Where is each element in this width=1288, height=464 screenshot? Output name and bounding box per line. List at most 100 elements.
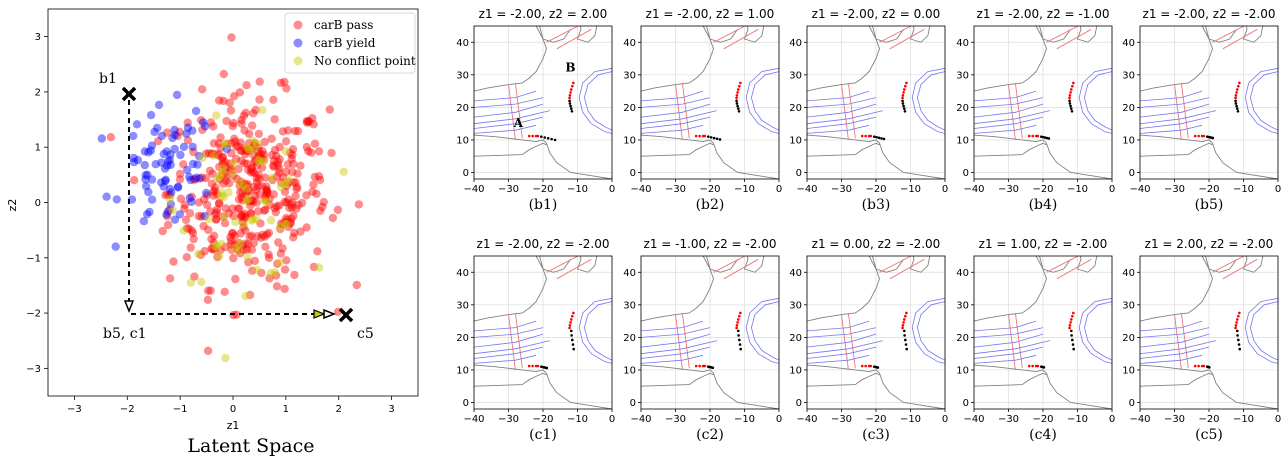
road-boundary (576, 26, 598, 43)
crosswalk-line (1056, 28, 1092, 50)
x-tick-label: −30 (1164, 184, 1185, 195)
scatter-point (215, 175, 224, 184)
lane-line (474, 110, 550, 125)
road-boundary (474, 26, 547, 92)
x-tick-label: −40 (463, 184, 484, 195)
scatter-point (165, 155, 174, 164)
lane-line (641, 333, 711, 348)
road-boundary (743, 256, 765, 273)
label-A: A (513, 116, 524, 130)
carA-point (527, 134, 531, 138)
scatter-point (248, 196, 257, 205)
carB-point (1068, 324, 1072, 327)
scatter-point (222, 172, 231, 181)
carB-point (1237, 84, 1240, 88)
scatter-point (182, 253, 191, 262)
carB-point (905, 311, 908, 315)
scatter-point (288, 150, 297, 160)
scatter-point (200, 211, 209, 221)
scatter-point (241, 292, 250, 301)
scatter-point (255, 95, 264, 104)
crosswalk-line (713, 26, 746, 43)
x-tick-label: −30 (665, 184, 686, 195)
scatter-point (140, 147, 150, 156)
scatter-point (176, 194, 186, 203)
carB-point (571, 343, 575, 346)
scatter-point (256, 233, 266, 242)
scatter-point (230, 137, 240, 146)
carB-point (569, 329, 573, 333)
scatter-point (280, 77, 289, 87)
scatter-point (201, 149, 211, 158)
panel-caption: (c1) (529, 427, 557, 443)
arrow-head-down (123, 300, 135, 314)
scatter-point (231, 243, 240, 253)
carA-point (698, 364, 701, 368)
scatter-point (265, 274, 274, 283)
scatter-point (296, 161, 305, 170)
scatter-point (253, 154, 262, 164)
panel-title: z1 = -2.00, z2 = 2.00 (479, 7, 608, 21)
scatter-point (209, 149, 218, 158)
scatter-point (229, 118, 238, 128)
scatter-point (254, 143, 263, 152)
lane-line (807, 116, 877, 129)
x-tick-label: −10 (734, 414, 755, 425)
scatter-point (179, 142, 189, 152)
scatter-point (238, 217, 247, 227)
carB-point (738, 314, 741, 318)
scatter-point (170, 144, 179, 154)
lane-line (641, 124, 704, 134)
crosswalk-line (1222, 258, 1258, 280)
y-tick-label: 30 (789, 70, 802, 81)
scatter-point (264, 250, 273, 259)
scatter-point (293, 126, 303, 136)
y-tick-label: 20 (1122, 103, 1135, 114)
scatter-point (262, 182, 271, 191)
panel-c4: −40 −30 −20 −10 0 0 10 20 30 40 z1 = 1.00, z2 = -2… (956, 237, 1115, 443)
scatter-point (194, 211, 203, 221)
lane-arc (1078, 297, 1112, 364)
x-tick-label: −20 (1198, 414, 1219, 425)
scatter-point (289, 159, 298, 169)
panel-c5: −40 −30 −20 −10 0 0 10 20 30 40 z1 = 2.00, z2 = -2… (1122, 237, 1281, 443)
scatter-point (282, 84, 291, 93)
lane-line (474, 103, 544, 118)
scatter-point (162, 161, 172, 170)
scatter-point (167, 188, 176, 197)
scatter-point (226, 236, 236, 246)
scatter-point (175, 210, 184, 219)
scatter-point (297, 198, 307, 208)
scatter-point (157, 158, 166, 167)
scatter-point (304, 116, 313, 126)
scatter-point (168, 133, 177, 143)
crosswalk-line (1212, 256, 1245, 273)
scatter-point (242, 245, 252, 254)
scatter-point (147, 175, 157, 184)
scatter-point (289, 233, 298, 242)
scatter-point (266, 216, 276, 225)
carB-point (1068, 102, 1072, 105)
x-tick-label: 0 (776, 184, 782, 195)
scatter-point (269, 190, 278, 199)
scatter-point (285, 219, 295, 228)
scatter-point (173, 183, 183, 192)
scatter-point (302, 142, 311, 152)
scatter-point (162, 128, 172, 137)
scatter-point (236, 249, 245, 258)
carB-point (1069, 104, 1072, 108)
road-boundary (641, 372, 714, 387)
carB-point (569, 104, 572, 108)
scatter-point (229, 211, 238, 221)
scatter-point (280, 219, 290, 229)
scatter-point (238, 241, 247, 250)
carA-point (1027, 364, 1031, 368)
lane-arc (1249, 71, 1278, 131)
scatter-point (232, 310, 241, 319)
y-tick-label: 0 (963, 168, 969, 179)
lane-arc (1083, 301, 1112, 361)
scatter-point (173, 131, 182, 141)
scatter-point (243, 187, 253, 196)
road-boundary (909, 256, 931, 273)
scatter-point (255, 190, 264, 199)
